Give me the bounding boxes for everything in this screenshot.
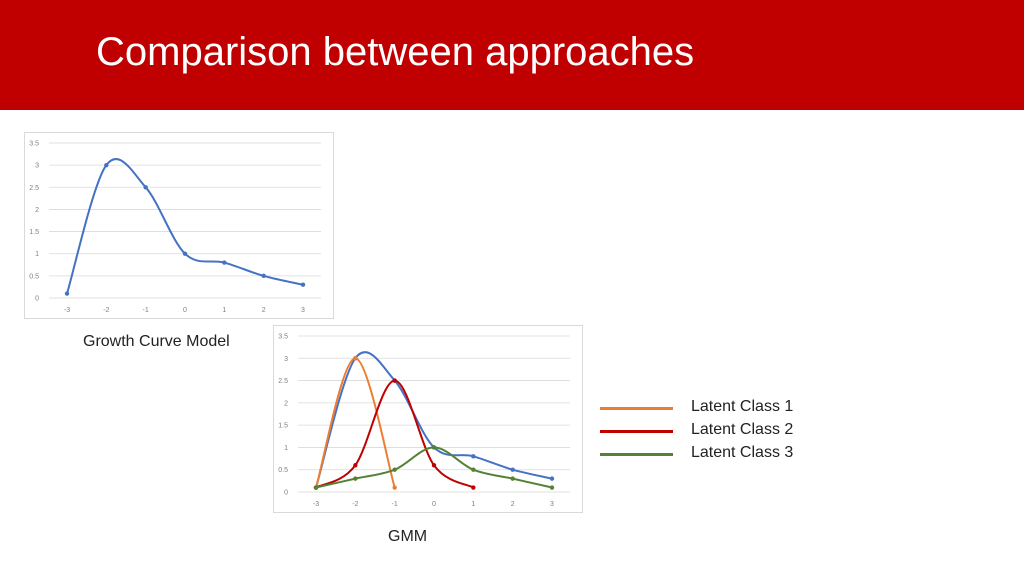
gmm-ytick-label: 1 [284, 445, 288, 452]
gmm-series-1-point [549, 476, 555, 481]
gmm-series-3-point [471, 485, 476, 490]
gmm-series-1-point [471, 454, 476, 459]
gmm-series-4-point [549, 485, 555, 490]
gmm-series-2-point [353, 356, 358, 361]
gmm-ytick-label: 2.5 [278, 378, 288, 385]
legend-label-class-1: Latent Class 1 [691, 398, 794, 415]
growth-curve-xtick-label: -1 [143, 307, 149, 314]
gmm-series-3-point [431, 463, 437, 468]
legend-label-class-3: Latent Class 3 [691, 444, 794, 461]
gmm-ytick-label: 3.5 [278, 334, 288, 341]
gmm-series-2-line [315, 357, 396, 489]
growth-curve-ytick-label: 0.5 [29, 273, 39, 280]
gmm-series-2-point [392, 485, 397, 490]
growth-curve-ytick-label: 1 [35, 251, 39, 258]
growth-curve-xtick-label: -2 [103, 307, 109, 314]
gmm-series-3-point [353, 463, 358, 468]
growth-curve-chart-svg: 0 0.5 1 1.5 2 2.5 3 3.5 -3 -2 -1 0 1 2 3 [29, 141, 321, 314]
legend-swatch-class-1 [600, 407, 673, 410]
gmm-xtick-label: -1 [392, 501, 398, 508]
gmm-series-4-point [471, 467, 476, 472]
gmm-series-1-point [510, 467, 515, 472]
gmm-xtick-label: 0 [432, 501, 436, 508]
growth-curve-ytick-label: 0 [35, 296, 39, 303]
slide-title: Comparison between approaches [96, 30, 695, 74]
growth-curve-series-1-point [64, 291, 70, 296]
gmm-chart-svg: 0 0.5 1 1.5 2 2.5 3 3.5 -3 -2 -1 0 1 2 3 [278, 334, 570, 508]
growth-curve-series-1-point [222, 260, 227, 265]
gmm-xtick-label: -3 [313, 501, 319, 508]
legend-swatch-class-2 [600, 430, 673, 433]
growth-curve-series-1-point [104, 162, 109, 168]
gmm-chart: 0 0.5 1 1.5 2 2.5 3 3.5 -3 -2 -1 0 1 2 3 [273, 325, 583, 513]
growth-curve-series-1-point [300, 282, 306, 287]
gmm-series-4-point [353, 476, 358, 481]
growth-curve-xtick-label: -3 [64, 307, 70, 314]
growth-curve-ytick-label: 2.5 [29, 185, 39, 192]
growth-curve-ytick-label: 3 [35, 163, 39, 170]
gmm-series-3-point [392, 378, 397, 383]
growth-curve-xtick-label: 2 [262, 307, 266, 314]
growth-curve-ytick-label: 1.5 [29, 229, 39, 236]
gmm-series-4-point [313, 485, 319, 490]
growth-curve-xtick-label: 0 [183, 307, 187, 314]
gmm-series-4-point [431, 445, 437, 450]
gmm-ytick-label: 1.5 [278, 423, 288, 430]
gmm-xtick-label: -2 [352, 501, 358, 508]
gmm-ytick-label: 0 [284, 490, 288, 497]
growth-curve-chart: 0 0.5 1 1.5 2 2.5 3 3.5 -3 -2 -1 0 1 2 3 [24, 132, 334, 319]
gmm-xtick-label: 3 [550, 501, 554, 508]
gmm-ytick-label: 3 [284, 356, 288, 363]
growth-curve-series-1-point [261, 273, 266, 279]
gmm-ytick-label: 0.5 [278, 467, 288, 474]
title-banner: Comparison between approaches [0, 0, 1024, 110]
growth-curve-xtick-label: 1 [222, 307, 226, 314]
legend-label-class-2: Latent Class 2 [691, 421, 794, 438]
gmm-series-4-point [392, 467, 397, 472]
gmm-xtick-label: 1 [471, 501, 475, 508]
growth-curve-ytick-label: 3.5 [29, 141, 39, 148]
growth-curve-ytick-label: 2 [35, 207, 39, 214]
legend-swatch-class-3 [600, 453, 673, 456]
gmm-caption: GMM [388, 528, 428, 545]
gmm-series-4-point [510, 476, 515, 481]
gmm-ytick-label: 2 [284, 400, 288, 407]
growth-curve-caption: Growth Curve Model [83, 333, 230, 350]
growth-curve-series-1-point [182, 251, 188, 256]
gmm-xtick-label: 2 [511, 501, 515, 508]
growth-curve-series-1-point [143, 185, 148, 190]
growth-curve-xtick-label: 3 [301, 307, 305, 314]
growth-curve-series-1-line [66, 158, 304, 295]
